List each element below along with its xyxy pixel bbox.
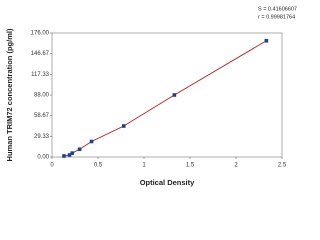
page: {"chart_data": {"type": "scatter", "x_la…: [4, 6, 297, 187]
x-axis-title: Optical Density: [140, 178, 195, 187]
y-tick-label: 29.33: [34, 134, 50, 140]
x-tick-label: 0.5: [94, 163, 103, 169]
point: [70, 151, 75, 155]
x-tick-label: 1: [142, 163, 146, 169]
x-tick-label: 1.5: [186, 163, 195, 169]
point: [121, 124, 126, 128]
point: [67, 153, 72, 157]
x-tick-label: 2.5: [278, 163, 287, 169]
point: [172, 93, 177, 97]
y-tick-label: 0.00: [37, 155, 49, 161]
point: [62, 154, 66, 158]
annotation: r = 0.99981764: [258, 14, 295, 20]
y-tick-label: 117.33: [31, 72, 50, 78]
y-tick-label: 176.00: [31, 31, 50, 37]
y-tick-label: 88.00: [34, 93, 50, 99]
chart: Optical Density Human TRIM72 concentrati…: [5, 6, 297, 187]
y-axis-title: Human TRIM72 concentration (pg/ml): [5, 28, 14, 161]
x-tick-label: 0: [50, 163, 54, 169]
point: [264, 38, 269, 43]
y-tick-label: 58.67: [34, 113, 50, 119]
annotation: S = 0.41606607: [258, 6, 297, 12]
point: [77, 147, 82, 152]
y-tick-label: 146.67: [31, 51, 50, 57]
point: [89, 139, 94, 144]
x-tick-label: 2: [234, 163, 238, 169]
